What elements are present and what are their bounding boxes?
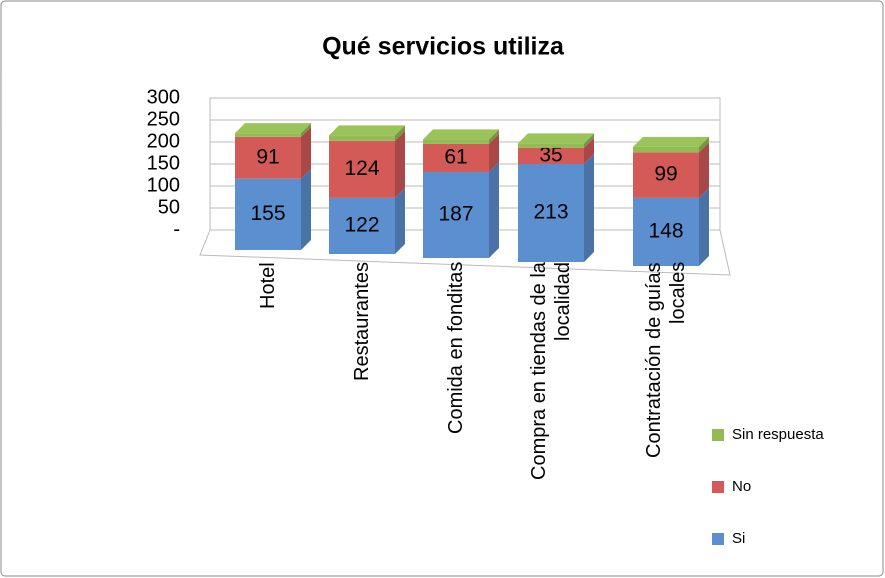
chart-title: Qué servicios utiliza — [322, 33, 565, 61]
y-tick-label: - — [173, 218, 180, 240]
bar-top — [633, 136, 709, 147]
data-label: 61 — [444, 145, 467, 168]
bar-front — [235, 133, 301, 137]
data-label: 213 — [533, 201, 568, 224]
y-tick-label: 50 — [158, 196, 180, 218]
bar-front — [235, 136, 301, 179]
bar-front — [518, 147, 584, 165]
y-tick-label: 100 — [147, 174, 180, 196]
bar-front — [518, 164, 584, 262]
legend-label: No — [732, 478, 751, 495]
x-tick-label: Restaurantes — [351, 262, 373, 381]
bar-front — [235, 178, 301, 250]
bar-side — [489, 129, 499, 144]
data-label: 122 — [344, 213, 379, 236]
legend-label: Sin respuesta — [732, 426, 824, 443]
data-label: 148 — [648, 220, 683, 243]
bar-segment — [518, 137, 594, 165]
bar-side — [489, 161, 499, 258]
bar-side — [301, 168, 311, 250]
y-tick-label: 150 — [147, 152, 180, 174]
legend-swatch — [712, 429, 724, 441]
bar-segment — [235, 123, 311, 137]
legend-swatch — [712, 481, 724, 493]
bar-segment — [423, 133, 499, 172]
bar-front — [518, 143, 584, 148]
bar-front — [423, 143, 489, 172]
bar-side — [395, 125, 405, 141]
bar-front — [329, 135, 395, 141]
bar-top — [518, 133, 594, 144]
bar-side — [699, 187, 709, 266]
bar-segment — [633, 142, 709, 198]
bar-side — [395, 130, 405, 198]
x-tick-label: Compra en tiendas de la localidad — [528, 262, 574, 480]
x-tick-label: Hotel — [257, 262, 279, 309]
bar-front — [423, 139, 489, 144]
bar-side — [489, 133, 499, 172]
bar-top — [423, 129, 499, 140]
data-label: 99 — [654, 163, 677, 186]
legend-swatch — [712, 533, 724, 545]
bar-front — [329, 140, 395, 198]
data-label: 124 — [344, 157, 379, 180]
bar-side — [301, 123, 311, 137]
bar-front — [633, 152, 699, 198]
bar-segment — [518, 154, 594, 262]
data-label: 187 — [438, 203, 473, 226]
bar-side — [584, 154, 594, 262]
bar-top — [235, 123, 311, 134]
y-tick-label: 300 — [147, 86, 180, 108]
bar-side — [584, 133, 594, 148]
bar-side — [699, 136, 709, 153]
data-label: 155 — [250, 202, 285, 225]
bar-segment — [423, 161, 499, 258]
bar-front — [633, 197, 699, 266]
bar-segment — [633, 136, 709, 153]
bar-segment — [235, 168, 311, 250]
bar-segment — [235, 126, 311, 179]
bar-top — [329, 125, 405, 136]
y-tick-label: 250 — [147, 108, 180, 130]
bar-segment — [518, 133, 594, 148]
bar-side — [699, 142, 709, 198]
bar-segment — [329, 187, 405, 254]
bar-segment — [329, 125, 405, 141]
data-label: 35 — [539, 144, 562, 167]
data-label: 91 — [256, 145, 279, 168]
bar-side — [584, 137, 594, 165]
bar-segment — [423, 129, 499, 144]
bar-side — [395, 187, 405, 254]
bar-segment — [633, 187, 709, 266]
legend-label: Si — [732, 530, 745, 547]
bar-segment — [329, 130, 405, 198]
bar-front — [633, 146, 699, 153]
bar-front — [423, 171, 489, 258]
x-tick-label: Comida en fonditas — [445, 262, 467, 435]
x-tick-label: Contratación de guías locales — [643, 262, 689, 458]
bar-front — [329, 197, 395, 254]
bar-side — [301, 126, 311, 179]
y-tick-label: 200 — [147, 130, 180, 152]
